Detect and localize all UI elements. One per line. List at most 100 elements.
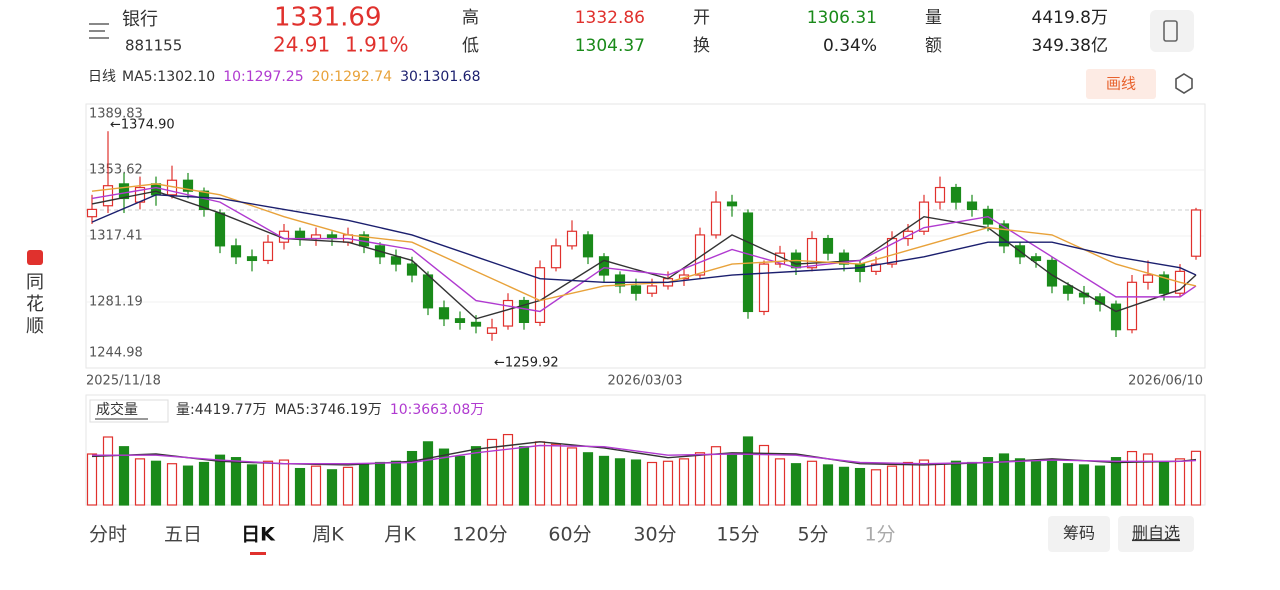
candle-body [518, 299, 530, 323]
date-label: 2026/03/03 [608, 374, 683, 389]
date-label: 2025/11/18 [86, 374, 161, 389]
volume-bar [934, 463, 946, 506]
volume-bar [598, 455, 610, 506]
ma-line [91, 186, 1197, 313]
tab[interactable]: 1分 [864, 524, 895, 546]
ma-legend: 20:1292.74 [312, 69, 393, 85]
volume-bar [438, 448, 450, 506]
stat-value: 1304.37 [575, 36, 645, 56]
volume-bar [486, 438, 498, 506]
ma-line [91, 194, 1197, 284]
candle-body [726, 201, 738, 207]
candle-body [406, 263, 418, 276]
volume-selector[interactable] [89, 399, 169, 423]
button-bg[interactable] [1048, 516, 1110, 552]
volume-bar [230, 457, 242, 506]
volume-bar [694, 452, 706, 506]
phone-button[interactable] [1150, 10, 1194, 52]
draw-button[interactable]: 画线 [1086, 69, 1156, 99]
tab[interactable]: 60分 [548, 524, 591, 546]
ma-legend: 30:1301.68 [400, 69, 480, 85]
tab[interactable]: 月K [384, 524, 416, 546]
candle-body [614, 274, 626, 287]
menu-icon[interactable] [89, 23, 109, 39]
volume-bar [134, 458, 146, 506]
candle-body [1062, 285, 1074, 294]
volume-bar [950, 460, 962, 506]
candle-body [422, 274, 434, 309]
volume-bar [326, 469, 338, 506]
candle-body [806, 237, 818, 269]
candle-body [598, 256, 610, 276]
y-tick-label: 1389.83 [89, 107, 143, 122]
stat-label: 换 [693, 36, 710, 56]
volume-bar [278, 459, 290, 506]
tab[interactable]: 日K [241, 524, 276, 546]
candle-body [182, 179, 194, 192]
volume-bar [342, 466, 354, 506]
candle-body [822, 237, 834, 254]
tab[interactable]: 周K [312, 524, 344, 546]
settings-icon[interactable] [1175, 73, 1193, 94]
candle-body [294, 230, 306, 240]
candle-body [838, 252, 850, 265]
candle-body [694, 234, 706, 276]
stat-label: 额 [925, 36, 942, 56]
volume-bar [406, 450, 418, 506]
tab[interactable]: 120分 [452, 524, 507, 546]
candle-body [630, 285, 642, 294]
candle-body [534, 267, 546, 323]
stat-label: 低 [462, 36, 479, 56]
period-label: 日线 [88, 69, 116, 85]
candle-body [486, 327, 498, 334]
stat-value: 349.38亿 [1032, 36, 1108, 56]
volume-bar [502, 433, 514, 506]
stat-value: 1332.86 [575, 8, 645, 28]
logo-text: 同 [26, 272, 44, 293]
change-pct: 1.91% [345, 33, 409, 57]
volume-bar [646, 461, 658, 506]
button[interactable]: 删自选 [1132, 524, 1180, 543]
volume-bar [1014, 458, 1026, 506]
button-bg[interactable] [1118, 516, 1194, 552]
volume-panel [85, 394, 1206, 506]
candle-body [502, 299, 514, 327]
draw-button-label[interactable]: 画线 [1106, 75, 1136, 93]
tab[interactable]: 5分 [797, 524, 828, 546]
volume-bar [726, 453, 738, 506]
volume-bar [966, 461, 978, 506]
volume-bar [198, 461, 210, 506]
stat-value: 0.34% [823, 36, 877, 56]
y-tick-label: 1353.62 [89, 162, 143, 177]
volume-bar [806, 460, 818, 506]
volume-bar [422, 441, 434, 506]
volume-bar [854, 467, 866, 506]
volume-bar [102, 436, 114, 506]
candle-body [118, 183, 130, 200]
candle-body [710, 201, 722, 236]
tab[interactable]: 五日 [164, 524, 202, 546]
candle-body [902, 230, 914, 240]
volume-title[interactable]: 成交量 [96, 401, 138, 418]
volume-bar [838, 466, 850, 506]
tab[interactable]: 30分 [633, 524, 676, 546]
stat-label: 高 [462, 8, 479, 28]
candle-body [1142, 274, 1154, 283]
volume-bar [166, 463, 178, 506]
volume-bar [886, 465, 898, 506]
candle-body [1190, 209, 1202, 257]
change: 24.91 [273, 33, 330, 57]
volume-bar [582, 452, 594, 506]
tab[interactable]: 15分 [716, 524, 759, 546]
volume-bar [1062, 463, 1074, 506]
button[interactable]: 筹码 [1063, 524, 1095, 543]
volume-bar [246, 464, 258, 506]
candle-body [230, 245, 242, 258]
candle-body [86, 208, 98, 218]
min-label: ←1259.92 [494, 355, 559, 370]
volume-bar [774, 458, 786, 506]
volume-bar [358, 463, 370, 506]
tab[interactable]: 分时 [89, 524, 127, 546]
date-label: 2026/06/10 [1128, 374, 1203, 389]
